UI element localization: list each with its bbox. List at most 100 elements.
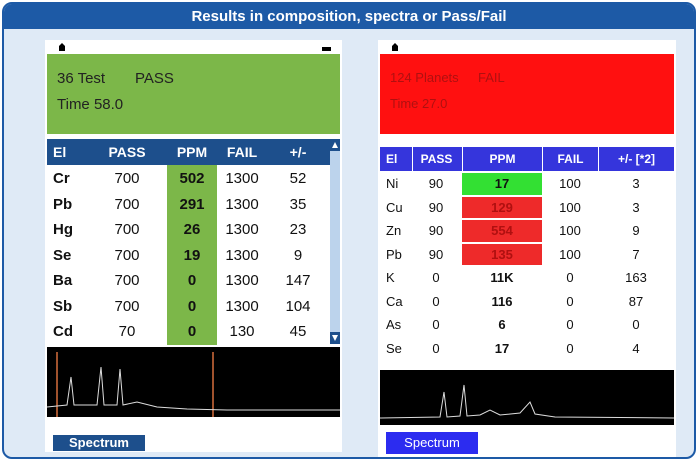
table-cell: 135 xyxy=(462,243,542,267)
column-header: +/- [*2] xyxy=(598,147,674,171)
table-cell: 19 xyxy=(167,243,217,269)
spectrum-plot xyxy=(47,347,340,417)
table-cell: 90 xyxy=(412,172,460,196)
table-cell: 129 xyxy=(462,196,542,220)
table-cell: Cd xyxy=(47,319,87,345)
table-cell: 116 xyxy=(462,290,542,314)
table-cell: 0 xyxy=(167,268,217,294)
table-cell: 0 xyxy=(412,337,460,361)
table-cell: Cu xyxy=(380,196,412,220)
column-header: FAIL xyxy=(542,147,598,171)
table-cell: 100 xyxy=(542,196,598,220)
table-cell: 104 xyxy=(267,294,329,320)
table-cell: 1300 xyxy=(217,243,267,269)
table-cell: 100 xyxy=(542,243,598,267)
table-cell: 0 xyxy=(542,313,598,337)
table-cell: 147 xyxy=(267,268,329,294)
column-header: PPM xyxy=(462,147,542,171)
table-cell: 0 xyxy=(542,266,598,290)
table-cell: 163 xyxy=(598,266,674,290)
table-cell: 291 xyxy=(167,192,217,218)
table-cell: 9 xyxy=(267,243,329,269)
spectrum-plot xyxy=(380,370,674,425)
table-cell: 7 xyxy=(598,243,674,267)
column-header: El xyxy=(47,139,87,165)
table-cell: 700 xyxy=(87,294,167,320)
table-cell: 23 xyxy=(267,217,329,243)
table-cell: 87 xyxy=(598,290,674,314)
table-cell: 1300 xyxy=(217,294,267,320)
column-header: FAIL xyxy=(217,139,267,165)
table-cell: 0 xyxy=(598,313,674,337)
table-cell: 52 xyxy=(267,166,329,192)
table-cell: 17 xyxy=(462,337,542,361)
table-cell: 9 xyxy=(598,219,674,243)
table-cell: 17 xyxy=(462,172,542,196)
table-cell: 90 xyxy=(412,196,460,220)
table-cell: Se xyxy=(47,243,87,269)
panel: Results in composition, spectra or Pass/… xyxy=(2,2,696,459)
table-cell: Ni xyxy=(380,172,412,196)
table-cell: 1300 xyxy=(217,166,267,192)
table-cell: 90 xyxy=(412,243,460,267)
table-cell: 26 xyxy=(167,217,217,243)
table-cell: 90 xyxy=(412,219,460,243)
table-cell: Pb xyxy=(47,192,87,218)
table-cell: Zn xyxy=(380,219,412,243)
table-cell: Pb xyxy=(380,243,412,267)
table-cell: 1300 xyxy=(217,192,267,218)
table-cell: 130 xyxy=(217,319,267,345)
table-cell: As xyxy=(380,313,412,337)
table-cell: 0 xyxy=(412,290,460,314)
table-cell: 1300 xyxy=(217,268,267,294)
table-cell: Ba xyxy=(47,268,87,294)
table-cell: Ca xyxy=(380,290,412,314)
table-cell: Sb xyxy=(47,294,87,320)
table-cell: 700 xyxy=(87,192,167,218)
table-cell: Se xyxy=(380,337,412,361)
table-cell: 100 xyxy=(542,172,598,196)
table-cell: 700 xyxy=(87,217,167,243)
table-cell: 0 xyxy=(412,313,460,337)
column-header: PASS xyxy=(87,139,167,165)
table-cell: 0 xyxy=(167,294,217,320)
table-cell: 502 xyxy=(167,166,217,192)
table-cell: Cr xyxy=(47,166,87,192)
table-cell: 0 xyxy=(167,319,217,345)
test-time: Time 27.0 xyxy=(390,96,447,111)
table-cell: 0 xyxy=(542,337,598,361)
table-cell: Hg xyxy=(47,217,87,243)
column-header: El xyxy=(380,147,412,171)
column-header: PASS xyxy=(412,147,460,171)
table-cell: 700 xyxy=(87,268,167,294)
table-cell: 4 xyxy=(598,337,674,361)
result-status: PASS xyxy=(135,70,174,87)
page: {"title": "Results in composition, spect… xyxy=(0,0,698,461)
spectrum-button[interactable]: Spectrum xyxy=(386,432,478,454)
result-header xyxy=(380,54,674,134)
status-bar xyxy=(45,40,342,54)
table-cell: 554 xyxy=(462,219,542,243)
table-cell: 100 xyxy=(542,219,598,243)
table-cell: 3 xyxy=(598,196,674,220)
table-cell: 700 xyxy=(87,243,167,269)
sample-name: 124 Planets xyxy=(390,70,459,85)
table-cell: 1300 xyxy=(217,217,267,243)
status-bar xyxy=(378,40,676,54)
column-header: +/- xyxy=(267,139,329,165)
panel-title: Results in composition, spectra or Pass/… xyxy=(4,4,694,29)
result-header xyxy=(47,54,340,134)
table-cell: K xyxy=(380,266,412,290)
result-status: FAIL xyxy=(478,70,505,85)
table-cell: 35 xyxy=(267,192,329,218)
table-cell: 0 xyxy=(412,266,460,290)
table-cell: 3 xyxy=(598,172,674,196)
table-cell: 45 xyxy=(267,319,329,345)
scrollbar[interactable] xyxy=(330,139,340,344)
spectrum-button[interactable]: Spectrum xyxy=(53,435,145,451)
table-cell: 11K xyxy=(462,266,542,290)
table-cell: 70 xyxy=(87,319,167,345)
table-cell: 700 xyxy=(87,166,167,192)
